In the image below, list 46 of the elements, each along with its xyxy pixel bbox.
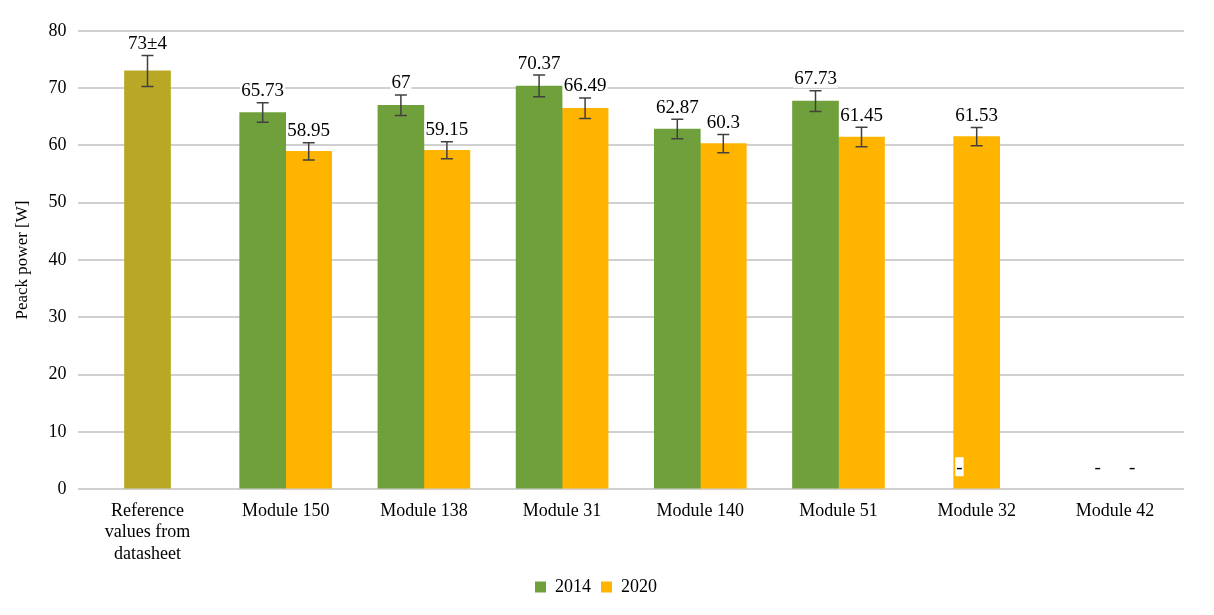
legend-label: 2014 [555, 575, 591, 596]
bar [838, 136, 885, 489]
x-tick-label: Module 150 [241, 499, 330, 520]
x-tick-label: Reference values from datasheet [104, 499, 191, 563]
text: - [956, 455, 963, 477]
data-label: 70.37 [517, 51, 561, 73]
y-axis-title: Peack power [W] [11, 200, 31, 320]
bar [653, 128, 701, 489]
x-tick-label: Module 138 [380, 499, 468, 520]
text: - [1129, 455, 1136, 477]
data-label: 59.15 [425, 118, 469, 140]
y-tick-label: 10 [48, 420, 67, 441]
data-label: 67 [391, 71, 411, 93]
x-tick-label: Module 140 [656, 499, 745, 520]
data-label: 67.73 [794, 67, 837, 89]
x-tick-label: Module 32 [937, 499, 1016, 520]
x-tick-label: Module 31 [522, 499, 602, 520]
bar [239, 112, 287, 489]
data-label: 58.95 [287, 119, 331, 141]
y-tick-label: 30 [48, 306, 67, 327]
y-tick-label: 20 [48, 363, 67, 384]
bar [377, 104, 425, 489]
bar [561, 107, 609, 489]
y-tick-label: 40 [48, 248, 67, 269]
legend-label: 2020 [621, 575, 657, 596]
bar [515, 85, 563, 489]
x-tick-label: Module 42 [1075, 499, 1155, 520]
data-label: 73±4 [128, 31, 168, 53]
y-tick-label: 70 [48, 76, 67, 97]
bar [124, 70, 171, 489]
text: - [1094, 455, 1101, 477]
bar [699, 143, 747, 489]
bar [792, 100, 839, 489]
y-tick-label: 80 [48, 19, 67, 40]
data-label: 61.53 [955, 103, 999, 125]
x-tick-label: Module 51 [799, 499, 878, 520]
bar [423, 149, 471, 489]
data-label: 62.87 [655, 95, 699, 117]
y-tick-label: 50 [48, 191, 67, 212]
data-label: 61.45 [840, 103, 883, 125]
y-tick-label: 60 [48, 134, 67, 155]
y-tick-label: 0 [57, 477, 67, 498]
data-label: 66.49 [563, 74, 607, 96]
data-label: 65.73 [241, 79, 285, 101]
data-label: 60.3 [706, 111, 740, 132]
bar [285, 151, 333, 489]
